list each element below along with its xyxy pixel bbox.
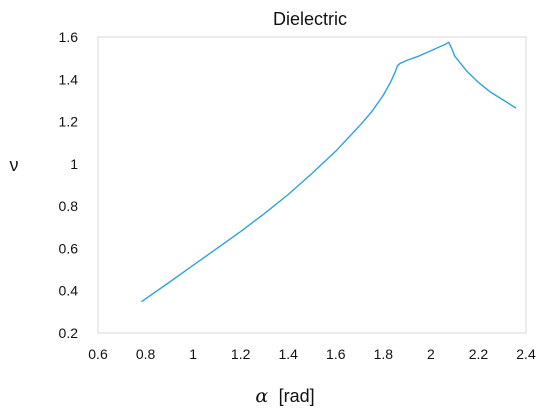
plot-area <box>97 36 527 334</box>
y-tick-label: 0.6 <box>59 240 79 256</box>
series-line <box>141 41 517 302</box>
x-tick-label: 1.2 <box>231 346 251 362</box>
x-tick-label: 2.2 <box>469 346 489 362</box>
x-tick-label: 1.6 <box>326 346 346 362</box>
y-tick-label: 1.6 <box>59 29 79 45</box>
x-tick-label: 0.8 <box>136 346 156 362</box>
x-axis-label: α [rad] <box>255 385 314 407</box>
x-tick-label: 0.6 <box>88 346 108 362</box>
x-tick-label: 1.8 <box>374 346 394 362</box>
x-axis-label-symbol: α <box>255 385 268 407</box>
y-tick-label: 1.2 <box>59 114 79 130</box>
x-tick-label: 2.4 <box>516 346 536 362</box>
x-axis-ticks: 0.6 0.8 1 1.2 1.4 1.6 1.8 2 2.2 2.4 <box>88 346 536 362</box>
y-axis-label: ν <box>10 155 19 175</box>
y-tick-label: 0.2 <box>59 325 79 341</box>
y-tick-label: 0.4 <box>59 283 79 299</box>
chart-title: Dielectric <box>273 9 347 29</box>
y-tick-label: 1.4 <box>59 71 79 87</box>
y-tick-label: 1 <box>70 156 78 172</box>
x-tick-label: 1.4 <box>278 346 298 362</box>
y-tick-label: 0.8 <box>59 198 79 214</box>
y-axis-ticks: 0.2 0.4 0.6 0.8 1 1.2 1.4 1.6 <box>59 29 79 341</box>
x-tick-label: 2 <box>427 346 435 362</box>
x-axis-label-unit: [rad] <box>279 386 315 406</box>
x-tick-label: 1 <box>189 346 197 362</box>
